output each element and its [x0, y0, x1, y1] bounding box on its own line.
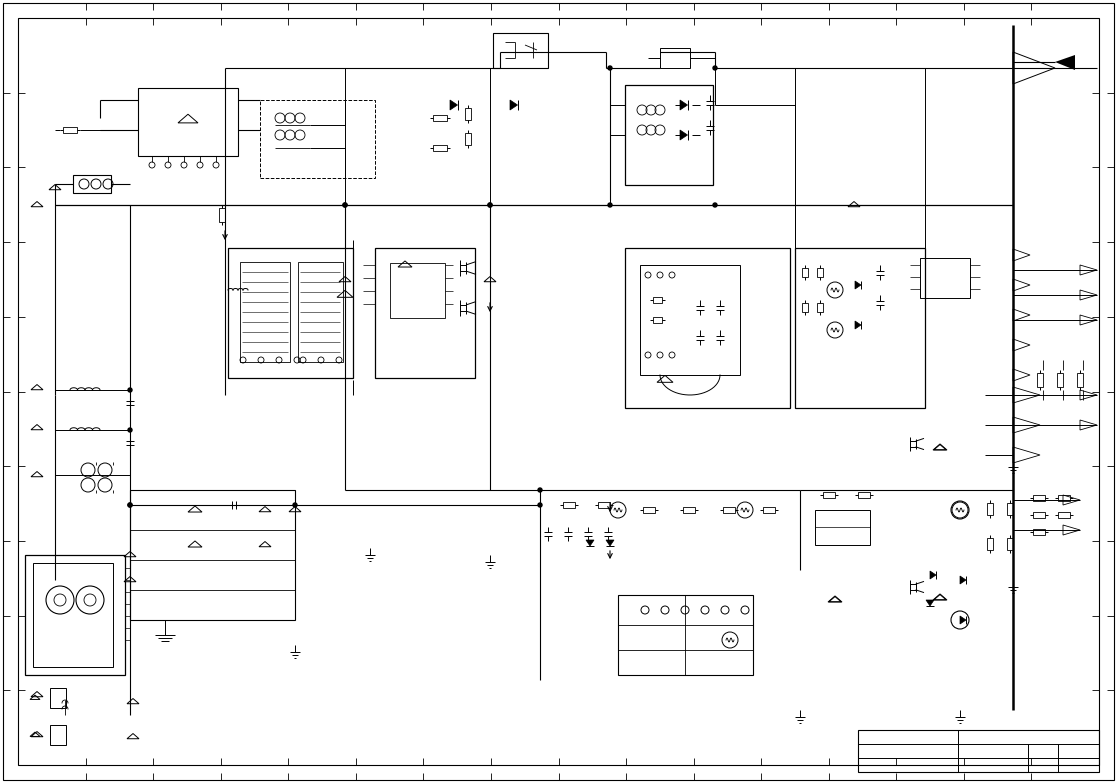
Bar: [987, 503, 993, 515]
Bar: [1033, 495, 1046, 501]
Bar: [228, 248, 353, 378]
Polygon shape: [855, 281, 861, 289]
Polygon shape: [855, 321, 861, 329]
Polygon shape: [1054, 55, 1075, 70]
Bar: [823, 492, 836, 498]
Polygon shape: [926, 600, 934, 606]
Circle shape: [538, 503, 542, 507]
Polygon shape: [607, 540, 614, 546]
Circle shape: [608, 66, 612, 70]
Bar: [465, 133, 471, 145]
Polygon shape: [450, 100, 458, 110]
Circle shape: [713, 66, 717, 70]
Bar: [817, 268, 823, 277]
Bar: [1033, 529, 1046, 535]
Bar: [1008, 538, 1013, 550]
Bar: [219, 208, 225, 222]
Bar: [375, 248, 475, 378]
Bar: [493, 33, 548, 68]
Bar: [563, 502, 575, 508]
Bar: [920, 258, 970, 298]
Bar: [25, 555, 125, 675]
Bar: [858, 730, 1099, 772]
Bar: [433, 145, 447, 151]
Bar: [260, 100, 375, 178]
Polygon shape: [680, 100, 687, 110]
Circle shape: [488, 203, 491, 207]
Circle shape: [128, 503, 132, 507]
Bar: [1033, 512, 1046, 518]
Polygon shape: [960, 616, 966, 624]
Bar: [63, 127, 77, 133]
Circle shape: [128, 388, 132, 392]
Bar: [465, 108, 471, 120]
Circle shape: [128, 503, 132, 507]
Bar: [643, 507, 655, 513]
Bar: [73, 175, 111, 193]
Polygon shape: [680, 130, 687, 140]
Bar: [390, 263, 445, 318]
Circle shape: [128, 428, 132, 432]
Circle shape: [488, 203, 491, 207]
Bar: [763, 507, 775, 513]
Bar: [130, 490, 295, 620]
Bar: [660, 48, 690, 68]
Circle shape: [343, 203, 347, 207]
Bar: [987, 538, 993, 550]
Bar: [682, 507, 695, 513]
Bar: [653, 297, 662, 303]
Bar: [723, 507, 735, 513]
Bar: [1057, 373, 1063, 387]
Bar: [34, 563, 113, 667]
Circle shape: [608, 203, 612, 207]
Bar: [618, 595, 753, 675]
Bar: [626, 248, 790, 408]
Bar: [1037, 373, 1043, 387]
Bar: [433, 115, 447, 121]
Bar: [815, 510, 870, 545]
Bar: [298, 262, 343, 362]
Bar: [1077, 373, 1083, 387]
Circle shape: [713, 203, 717, 207]
Bar: [802, 303, 808, 312]
Bar: [50, 688, 66, 708]
Bar: [795, 248, 925, 408]
Polygon shape: [586, 540, 594, 546]
Bar: [139, 88, 238, 156]
Bar: [653, 317, 662, 323]
Circle shape: [343, 203, 347, 207]
Polygon shape: [930, 571, 936, 579]
Bar: [50, 725, 66, 745]
Bar: [1058, 512, 1070, 518]
Bar: [1008, 503, 1013, 515]
Circle shape: [293, 503, 297, 507]
Bar: [802, 268, 808, 277]
Polygon shape: [510, 100, 517, 110]
Bar: [817, 303, 823, 312]
Bar: [640, 265, 739, 375]
Bar: [1058, 495, 1070, 501]
Bar: [240, 262, 290, 362]
Circle shape: [538, 488, 542, 492]
Polygon shape: [960, 576, 966, 584]
Bar: [858, 492, 870, 498]
Bar: [598, 502, 610, 508]
Bar: [626, 85, 713, 185]
